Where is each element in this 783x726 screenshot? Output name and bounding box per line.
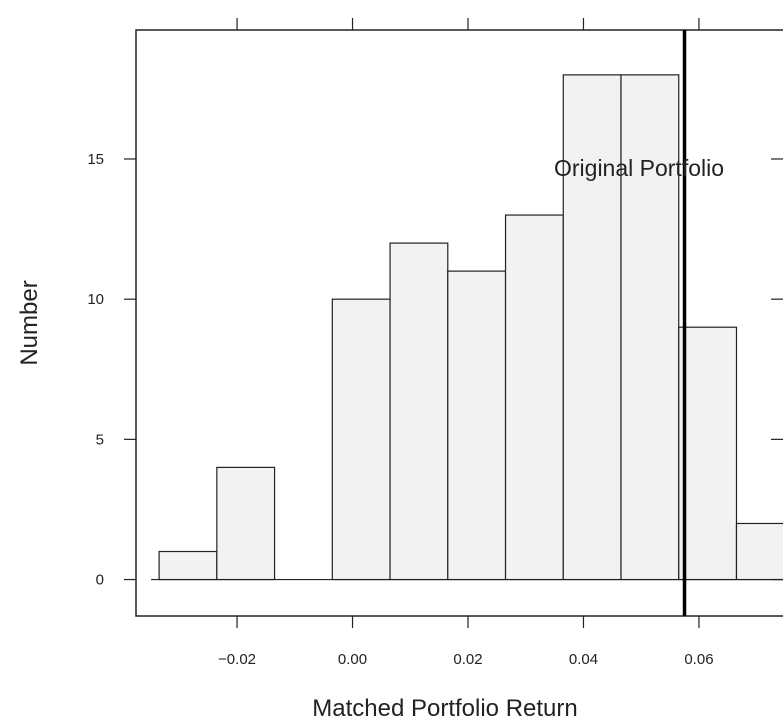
original-portfolio-label: Original Portfolio [554, 155, 724, 181]
x-tick-label: 0.02 [453, 651, 482, 668]
y-tick-label: 5 [96, 431, 104, 448]
y-axis-title: Number [16, 280, 43, 365]
histogram-bar [620, 74, 680, 581]
histogram-bar [447, 270, 507, 581]
x-axis-title: Matched Portfolio Return [312, 695, 577, 722]
histogram-bar [735, 522, 783, 581]
axis-tick-labels: −0.02 0.00 0.02 0.04 0.06 0 5 10 15 [87, 151, 713, 668]
histogram-bar [562, 74, 622, 581]
x-tick-label: 0.04 [569, 651, 598, 668]
y-tick-label: 10 [87, 291, 104, 308]
histogram-bar [158, 550, 218, 581]
axis-ticks [124, 18, 783, 628]
histogram-bar [504, 214, 564, 581]
x-tick-label: 0.06 [684, 651, 713, 668]
histogram-bars [158, 74, 783, 581]
x-tick-label: 0.00 [338, 651, 367, 668]
y-tick-label: 15 [87, 151, 104, 168]
histogram-bar [331, 298, 391, 581]
y-tick-label: 0 [96, 572, 104, 589]
histogram-bar [389, 242, 449, 581]
histogram-bar [216, 466, 276, 581]
x-tick-label: −0.02 [218, 651, 256, 668]
histogram-bar [678, 326, 738, 581]
